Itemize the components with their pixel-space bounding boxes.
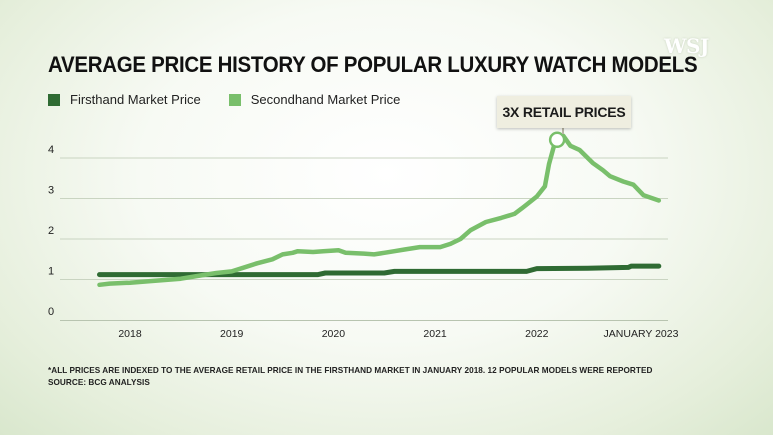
legend-item-firsthand: Firsthand Market Price — [48, 92, 201, 107]
x-tick-label: 2022 — [525, 328, 549, 340]
x-tick-label: 2020 — [322, 328, 346, 340]
chart-title: AVERAGE PRICE HISTORY OF POPULAR LUXURY … — [48, 52, 698, 77]
footnote-note: *ALL PRICES ARE INDEXED TO THE AVERAGE R… — [48, 366, 653, 375]
legend-label-firsthand: Firsthand Market Price — [70, 92, 201, 107]
y-tick-label: 4 — [48, 144, 54, 156]
chart-legend: Firsthand Market Price Secondhand Market… — [48, 92, 400, 107]
peak-marker-circle — [548, 131, 566, 149]
y-tick-label: 0 — [48, 306, 54, 318]
legend-swatch-firsthand — [48, 93, 60, 106]
y-tick-label: 3 — [48, 185, 54, 197]
x-tick-label: 2019 — [220, 328, 244, 340]
y-tick-label: 1 — [48, 266, 54, 278]
legend-item-secondhand: Secondhand Market Price — [228, 92, 401, 107]
y-axis-ticks: 0 1 2 3 4 — [48, 144, 54, 318]
callout-stem — [562, 128, 564, 134]
chart-series — [97, 133, 662, 288]
series-line-secondhand — [97, 133, 662, 288]
callout-label: 3X RETAIL PRICES — [497, 96, 631, 128]
y-tick-label: 2 — [48, 225, 54, 237]
wsj-logo: WSJ — [664, 34, 709, 58]
footnote-source: SOURCE: BCG ANALYSIS — [48, 378, 150, 387]
legend-label-secondhand: Secondhand Market Price — [250, 92, 401, 107]
x-tick-label: JANUARY 2023 — [604, 328, 679, 340]
peak-marker — [548, 131, 566, 149]
series-line-firsthand — [97, 263, 662, 278]
x-tick-label: 2018 — [118, 328, 142, 340]
legend-swatch-secondhand — [228, 93, 241, 106]
chart-grid — [60, 157, 668, 321]
x-tick-label: 2021 — [423, 328, 447, 340]
x-axis-ticks: 2018 2019 2020 2021 2022 JANUARY 2023 — [118, 328, 678, 340]
footnote: *ALL PRICES ARE INDEXED TO THE AVERAGE R… — [48, 365, 652, 389]
